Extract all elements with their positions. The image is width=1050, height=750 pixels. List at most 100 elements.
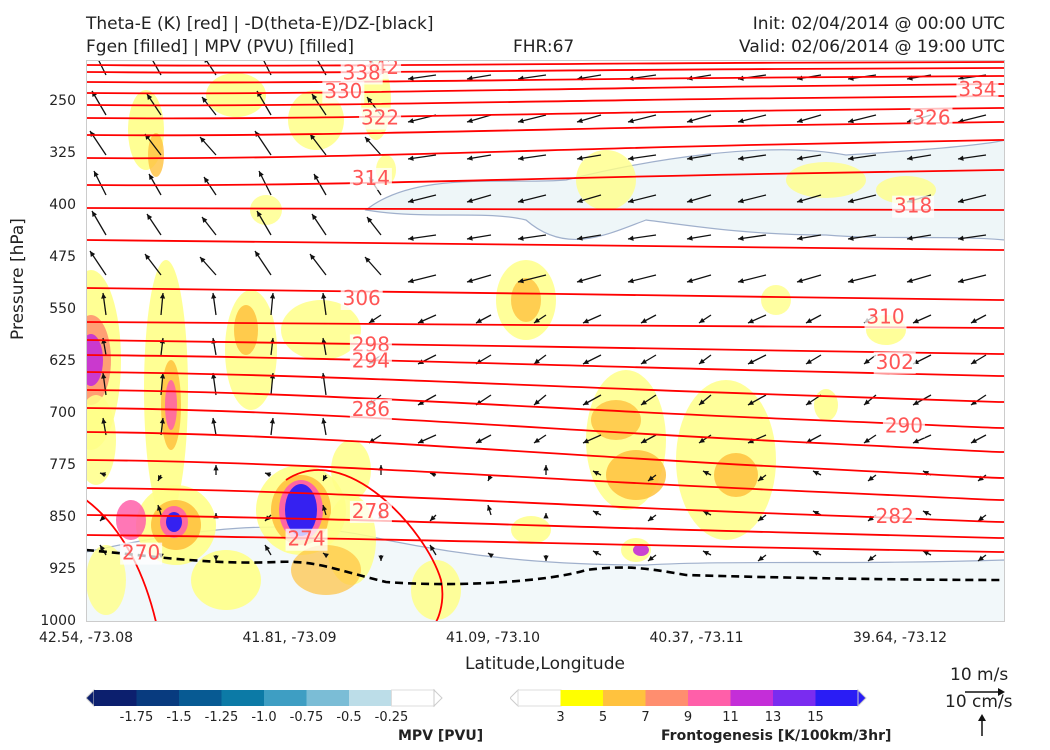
y-tick-label: 1000 xyxy=(40,613,76,629)
circulation-vector xyxy=(407,234,437,241)
circulation-vector xyxy=(698,354,712,365)
circulation-vector xyxy=(640,434,657,444)
circulation-vector xyxy=(977,514,987,522)
circulation-vector xyxy=(407,74,437,81)
colorbar-segment xyxy=(221,690,265,706)
circulation-vector xyxy=(159,417,165,436)
vector-key-arrows xyxy=(965,688,1005,736)
circulation-vector xyxy=(91,210,107,236)
colorbar-segment xyxy=(94,690,137,706)
circulation-vector xyxy=(647,554,657,562)
circulation-vector xyxy=(737,274,767,284)
theta-e-label: 294 xyxy=(352,348,390,372)
circulation-vector xyxy=(99,472,107,478)
cross-section-svg: 3423383303343223263143183063102982943022… xyxy=(61,50,1006,623)
x-tick-label: 40.37, -73.11 xyxy=(649,630,744,646)
circulation-vector xyxy=(647,474,657,482)
circulation-vector xyxy=(211,417,217,436)
y-tick-label: 250 xyxy=(49,92,76,109)
colorbar-tick-label: -1.75 xyxy=(119,710,154,725)
y-axis-label: Pressure [hPa] xyxy=(8,218,28,340)
theta-e-label-bg xyxy=(873,351,916,374)
circulation-vector xyxy=(543,465,549,475)
colorbar-segment xyxy=(560,690,604,706)
fgen-fill-blob xyxy=(285,484,317,536)
circulation-vector xyxy=(517,114,547,124)
theta-e-contour xyxy=(85,169,1006,187)
circulation-vector xyxy=(796,194,822,203)
colorbar-segment xyxy=(391,689,435,707)
circulation-vector xyxy=(627,274,657,284)
circulation-vector xyxy=(970,354,987,365)
circulation-vector xyxy=(144,253,162,276)
circulation-vector xyxy=(698,314,712,324)
theta-e-label: 286 xyxy=(352,397,390,421)
circulation-vector xyxy=(269,292,276,316)
theta-e-label-bg xyxy=(349,398,392,421)
circulation-vector xyxy=(475,314,492,324)
circulation-vector xyxy=(805,354,822,365)
circulation-vector xyxy=(157,504,163,516)
circulation-vector xyxy=(466,74,492,81)
colorbar-segment xyxy=(179,690,222,706)
circulation-vector xyxy=(89,250,107,276)
circulation-vector xyxy=(466,274,492,283)
circulation-vector xyxy=(747,314,767,324)
fgen-fill-blob xyxy=(234,305,258,355)
circulation-vector xyxy=(466,154,492,161)
theta-e-label-bg xyxy=(892,195,935,218)
colorbar-segment xyxy=(264,690,307,706)
circulation-vector xyxy=(466,114,492,123)
circulation-vector xyxy=(533,354,547,365)
theta-e-label: 274 xyxy=(287,527,325,551)
circulation-vector xyxy=(647,514,657,522)
theta-e-contour xyxy=(85,67,1006,74)
title-line-1: Theta-E (K) [red] | -D(theta-E)/DZ-[blac… xyxy=(86,14,434,34)
theta-e-contour xyxy=(85,121,1006,137)
circulation-vector xyxy=(847,114,877,124)
colorbar-tick-label: 5 xyxy=(598,710,608,725)
circulation-vector xyxy=(576,274,602,283)
theta-e-label: 302 xyxy=(876,350,914,374)
circulation-vector xyxy=(417,434,437,444)
circulation-vector xyxy=(429,544,437,556)
circulation-vector xyxy=(867,474,877,482)
theta-e-contour xyxy=(85,61,1006,67)
fgen-fill-blob xyxy=(814,389,838,421)
theta-e-contour xyxy=(85,389,1006,429)
circulation-vector xyxy=(812,550,822,556)
theta-e-label-bg xyxy=(910,107,953,130)
mpv-colorbar-ticks: -1.75 -1.5 -1.25 -1.0 -0.75 -0.5 -0.25 xyxy=(86,710,496,728)
theta-e-contour xyxy=(285,469,444,623)
circulation-vector xyxy=(543,555,549,561)
vector-key-horizontal-label: 10 m/s xyxy=(950,665,1009,685)
circulation-vector xyxy=(737,154,767,161)
theta-e-label: 318 xyxy=(894,194,932,218)
colorbar-extend xyxy=(510,688,519,708)
circulation-vector xyxy=(199,256,217,276)
theta-e-label-bg xyxy=(359,107,402,130)
x-tick-label: 42.54, -73.08 xyxy=(38,630,134,646)
circulation-vector xyxy=(322,474,328,482)
circulation-vector xyxy=(970,394,987,406)
circulation-vector xyxy=(957,274,987,284)
colorbar-tick-label: -1.5 xyxy=(166,710,192,725)
circulation-vector xyxy=(627,234,657,241)
circulation-vector xyxy=(322,552,329,559)
circulation-vector xyxy=(309,133,327,156)
circulation-vector xyxy=(747,354,767,365)
theta-e-label: 338 xyxy=(343,60,381,84)
circulation-vector xyxy=(211,292,217,316)
circulation-vector xyxy=(311,213,327,236)
circulation-vector xyxy=(686,114,712,123)
circulation-vector xyxy=(796,274,822,283)
circulation-vector xyxy=(906,274,932,283)
plot-area: 3423383303343223263143183063102982943022… xyxy=(61,50,1006,623)
circulation-vector xyxy=(254,250,272,276)
theta-e-label-bg xyxy=(322,81,365,104)
theta-e-contour xyxy=(85,287,1006,301)
circulation-vector xyxy=(269,417,275,436)
circulation-vector xyxy=(199,136,217,156)
theta-e-contour xyxy=(85,459,1006,501)
theta-e-label-layer: 3423383303343223263143183063102982943022… xyxy=(120,55,999,565)
